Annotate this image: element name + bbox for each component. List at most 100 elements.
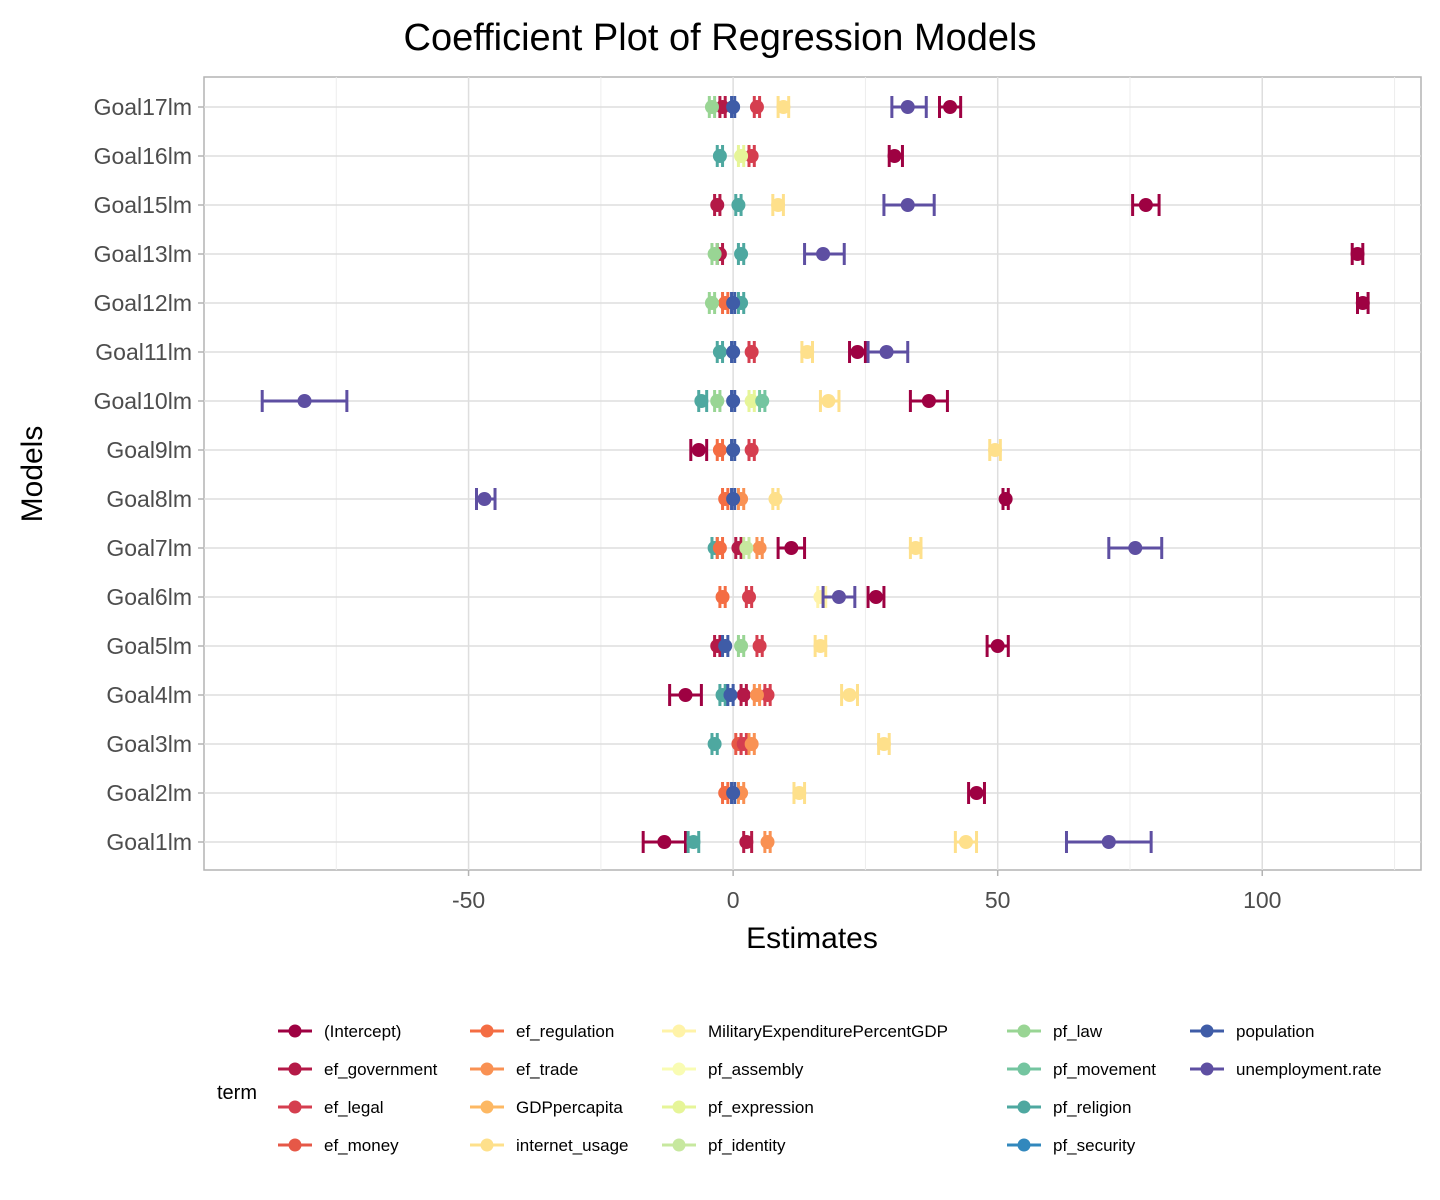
legend-label: population bbox=[1236, 1022, 1314, 1041]
legend-label: pf_movement bbox=[1053, 1060, 1156, 1079]
y-tick-label: Goal16lm bbox=[94, 143, 192, 169]
coef-Goal1lm-(Intercept) bbox=[641, 831, 688, 853]
legend-key-point bbox=[1017, 1024, 1031, 1038]
coef-Goal5lm-population bbox=[718, 635, 733, 657]
estimate-point bbox=[742, 590, 757, 604]
estimate-point bbox=[726, 786, 741, 800]
coef-Goal17lm-population bbox=[726, 96, 741, 118]
legend-label: unemployment.rate bbox=[1236, 1060, 1382, 1079]
legend-label: pf_identity bbox=[708, 1136, 786, 1155]
coef-Goal12lm-pf_law bbox=[704, 292, 719, 314]
y-tick-label: Goal13lm bbox=[94, 241, 192, 267]
legend-label: MilitaryExpenditurePercentGDP bbox=[708, 1022, 948, 1041]
plot-panel bbox=[203, 76, 1422, 871]
x-axis-title: Estimates bbox=[746, 922, 878, 955]
legend-item: ef_trade bbox=[470, 1060, 578, 1079]
coef-Goal9lm-ef_regulation bbox=[712, 439, 727, 461]
estimate-point bbox=[760, 835, 775, 849]
coef-Goal1lm-pf_religion bbox=[686, 831, 701, 853]
coef-Goal7lm-unemployment.rate bbox=[1107, 537, 1164, 559]
coef-Goal5lm-internet_usage bbox=[813, 635, 828, 657]
estimate-point bbox=[831, 590, 846, 604]
coef-Goal9lm-internet_usage bbox=[988, 439, 1003, 461]
legend-item: pf_expression bbox=[662, 1098, 814, 1117]
estimate-point bbox=[752, 639, 767, 653]
legend-label: ef_money bbox=[324, 1136, 399, 1155]
coef-Goal15lm-internet_usage bbox=[771, 194, 786, 216]
legend-item: pf_assembly bbox=[662, 1060, 804, 1079]
coef-Goal15lm-(Intercept) bbox=[1131, 194, 1161, 216]
estimate-point bbox=[726, 492, 741, 506]
coef-Goal11lm-unemployment.rate bbox=[866, 341, 910, 363]
coef-Goal2lm-internet_usage bbox=[792, 782, 807, 804]
legend-key-point bbox=[480, 1100, 494, 1114]
legend-label: pf_religion bbox=[1053, 1098, 1131, 1117]
coef-Goal17lm-ef_legal bbox=[749, 96, 764, 118]
legend-title: term bbox=[217, 1082, 257, 1104]
legend-label: pf_law bbox=[1053, 1022, 1103, 1041]
coef-Goal15lm-pf_religion bbox=[731, 194, 746, 216]
estimate-point bbox=[726, 296, 741, 310]
coef-Goal16lm-ef_legal bbox=[744, 145, 759, 167]
estimate-point bbox=[868, 590, 883, 604]
legend-key-point bbox=[672, 1024, 686, 1038]
estimate-point bbox=[657, 835, 672, 849]
estimate-point bbox=[704, 296, 719, 310]
coef-Goal13lm-(Intercept) bbox=[1350, 243, 1365, 265]
coef-Goal6lm-unemployment.rate bbox=[821, 586, 857, 608]
legend-item: internet_usage bbox=[470, 1136, 628, 1155]
coef-Goal17lm-unemployment.rate bbox=[890, 96, 928, 118]
legend-key-point bbox=[672, 1100, 686, 1114]
legend-label: pf_assembly bbox=[708, 1060, 804, 1079]
legend-key-point bbox=[288, 1100, 302, 1114]
estimate-point bbox=[712, 149, 727, 163]
coef-Goal9lm-(Intercept) bbox=[689, 439, 709, 461]
estimate-point bbox=[704, 100, 719, 114]
coef-Goal13lm-pf_religion bbox=[734, 243, 749, 265]
coef-Goal11lm-population bbox=[726, 341, 741, 363]
estimate-point bbox=[712, 443, 727, 457]
estimate-point bbox=[718, 639, 733, 653]
estimate-point bbox=[990, 639, 1005, 653]
estimate-point bbox=[850, 345, 865, 359]
y-tick-label: Goal17lm bbox=[94, 94, 192, 120]
x-tick-label: 100 bbox=[1243, 887, 1281, 913]
coef-Goal13lm-unemployment.rate bbox=[803, 243, 846, 265]
estimate-point bbox=[879, 345, 894, 359]
legend-item: population bbox=[1190, 1022, 1314, 1041]
estimate-point bbox=[707, 737, 722, 751]
y-axis-title: Models bbox=[16, 426, 49, 523]
estimate-point bbox=[768, 492, 783, 506]
estimate-point bbox=[734, 639, 749, 653]
estimate-point bbox=[988, 443, 1003, 457]
coef-Goal16lm-(Intercept) bbox=[887, 145, 904, 167]
estimate-point bbox=[900, 198, 915, 212]
legend-key-point bbox=[288, 1138, 302, 1152]
y-tick-label: Goal12lm bbox=[94, 290, 192, 316]
coef-Goal17lm-ef_government bbox=[715, 96, 730, 118]
estimate-point bbox=[998, 492, 1013, 506]
estimate-point bbox=[958, 835, 973, 849]
coef-Goal10lm-unemployment.rate bbox=[260, 390, 349, 412]
estimate-point bbox=[771, 198, 786, 212]
x-tick-label: 50 bbox=[985, 887, 1011, 913]
coef-Goal17lm-(Intercept) bbox=[937, 96, 963, 118]
estimate-point bbox=[744, 149, 759, 163]
legend-label: ef_trade bbox=[516, 1060, 578, 1079]
legend-item: (Intercept) bbox=[278, 1022, 401, 1041]
estimate-point bbox=[969, 786, 984, 800]
legend-key-point bbox=[1017, 1100, 1031, 1114]
coef-Goal15lm-unemployment.rate bbox=[882, 194, 936, 216]
estimate-point bbox=[921, 394, 936, 408]
coef-Goal10lm-pf_religion bbox=[694, 390, 709, 412]
estimate-point bbox=[715, 590, 730, 604]
coef-Goal6lm-(Intercept) bbox=[866, 586, 886, 608]
coef-Goal3lm-pf_religion bbox=[707, 733, 722, 755]
estimate-point bbox=[760, 688, 775, 702]
legend-key-point bbox=[1200, 1024, 1214, 1038]
y-tick-label: Goal3lm bbox=[106, 731, 192, 757]
coef-Goal7lm-pf_identity bbox=[739, 537, 754, 559]
legend-label: (Intercept) bbox=[324, 1022, 401, 1041]
coef-Goal1lm-ef_trade bbox=[760, 831, 775, 853]
y-tick-label: Goal7lm bbox=[106, 535, 192, 561]
